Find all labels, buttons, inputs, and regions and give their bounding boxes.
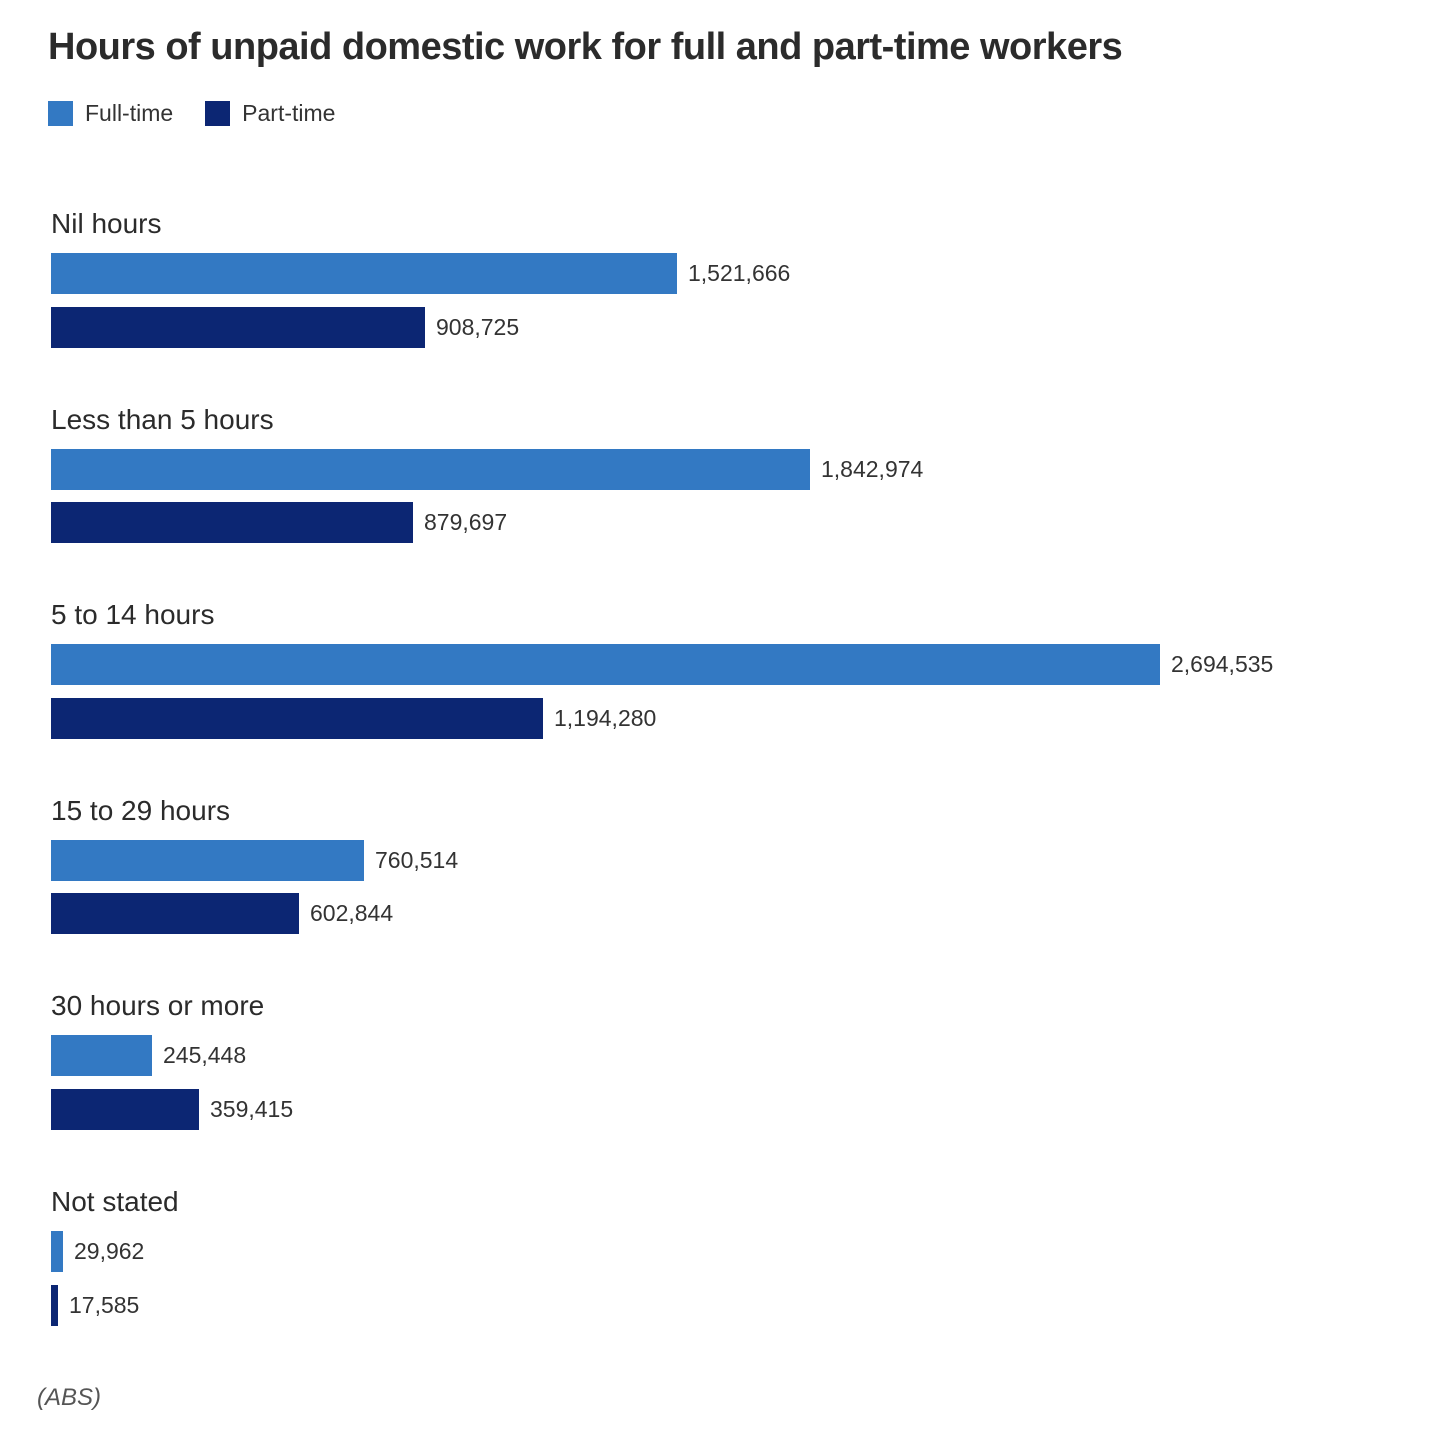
legend-swatch-part-time bbox=[205, 101, 231, 126]
chart-title: Hours of unpaid domestic work for full a… bbox=[48, 26, 1123, 68]
legend-label-full-time: Full-time bbox=[85, 100, 174, 126]
category-label-5-to-14-hours: 5 to 14 hours bbox=[51, 599, 215, 631]
bar-15-to-29-hours-part-time bbox=[51, 893, 299, 934]
bar-30-hours-or-more-part-time bbox=[51, 1089, 199, 1130]
bar-30-hours-or-more-full-time bbox=[51, 1035, 152, 1076]
value-label-15-to-29-hours-part-time: 602,844 bbox=[310, 900, 394, 926]
bar-not-stated-full-time bbox=[51, 1231, 63, 1272]
value-label-less-than-5-hours-part-time: 879,697 bbox=[424, 509, 508, 535]
bar-nil-hours-part-time bbox=[51, 307, 425, 348]
value-label-nil-hours-part-time: 908,725 bbox=[436, 314, 520, 340]
value-label-30-hours-or-more-part-time: 359,415 bbox=[210, 1096, 294, 1122]
value-label-not-stated-full-time: 29,962 bbox=[74, 1238, 145, 1264]
value-label-5-to-14-hours-full-time: 2,694,535 bbox=[1171, 651, 1274, 677]
bar-5-to-14-hours-full-time bbox=[51, 644, 1160, 685]
value-label-not-stated-part-time: 17,585 bbox=[69, 1292, 140, 1318]
category-label-less-than-5-hours: Less than 5 hours bbox=[51, 403, 274, 435]
category-label-15-to-29-hours: 15 to 29 hours bbox=[51, 794, 231, 826]
bar-5-to-14-hours-part-time bbox=[51, 698, 543, 739]
bar-not-stated-part-time bbox=[51, 1285, 58, 1326]
bar-less-than-5-hours-part-time bbox=[51, 502, 413, 543]
category-label-30-hours-or-more: 30 hours or more bbox=[51, 990, 265, 1022]
legend-item-full-time: Full-time bbox=[48, 100, 173, 127]
legend: Full-time Part-time bbox=[48, 100, 335, 127]
bar-less-than-5-hours-full-time bbox=[51, 449, 810, 490]
bar-15-to-29-hours-full-time bbox=[51, 840, 364, 881]
legend-swatch-full-time bbox=[48, 101, 73, 126]
value-label-30-hours-or-more-full-time: 245,448 bbox=[163, 1042, 247, 1068]
value-label-5-to-14-hours-part-time: 1,194,280 bbox=[554, 705, 657, 731]
value-label-15-to-29-hours-full-time: 760,514 bbox=[375, 847, 459, 873]
legend-item-part-time: Part-time bbox=[205, 100, 335, 127]
legend-label-part-time: Part-time bbox=[242, 100, 336, 126]
value-label-less-than-5-hours-full-time: 1,842,974 bbox=[821, 456, 924, 482]
category-label-not-stated: Not stated bbox=[51, 1186, 179, 1217]
bar-nil-hours-full-time bbox=[51, 253, 677, 294]
value-label-nil-hours-full-time: 1,521,666 bbox=[688, 260, 791, 286]
category-label-nil-hours: Nil hours bbox=[51, 208, 162, 239]
source-note: (ABS) bbox=[37, 1384, 102, 1411]
